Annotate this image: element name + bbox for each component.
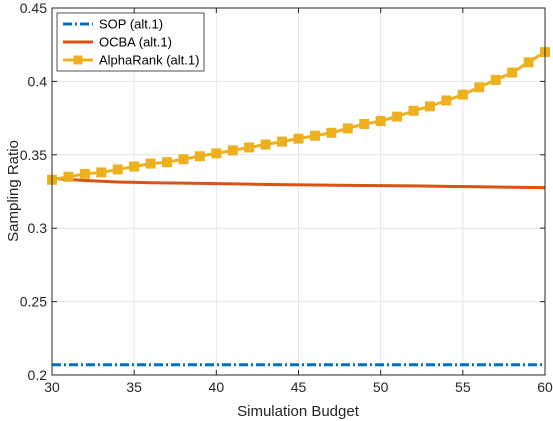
x-tick-label: 45: [291, 379, 307, 395]
y-tick-label: 0.45: [20, 0, 47, 16]
alpharank-point: [326, 127, 337, 138]
x-tick-label: 60: [537, 379, 553, 395]
alpharank-point: [309, 130, 320, 141]
legend-swatch-alpharank-marker: [73, 55, 83, 65]
y-tick-label: 0.3: [28, 220, 48, 236]
y-tick-label: 0.2: [28, 367, 48, 383]
tick-marks: [51, 7, 546, 376]
alpharank-point: [457, 89, 468, 100]
x-tick-label: 40: [209, 379, 225, 395]
alpharank-point: [96, 167, 107, 178]
x-tick-label: 50: [373, 379, 389, 395]
series-line-ocba: [51, 176, 546, 190]
alpharank-point: [194, 151, 205, 162]
alpharank-point: [277, 136, 288, 147]
alpharank-point: [112, 164, 123, 175]
x-tick-label: 35: [126, 379, 142, 395]
alpharank-point: [490, 74, 501, 85]
alpharank-point: [392, 111, 403, 122]
alpharank-point: [162, 157, 173, 168]
alpharank-point: [79, 168, 90, 179]
alpharank-point: [408, 105, 419, 116]
alpharank-point: [474, 82, 485, 93]
alpharank-point: [63, 171, 74, 182]
x-axis-label: Simulation Budget: [237, 403, 360, 420]
tick-labels: 30 35 40 45 50 55 60 0.2 0.25 0.3 0.35 0.4 0.45: [20, 0, 553, 395]
alpharank-point: [293, 133, 304, 144]
alpharank-point: [424, 101, 435, 112]
alpharank-point: [178, 154, 189, 165]
x-tick-label: 55: [455, 379, 471, 395]
alpharank-point: [260, 139, 271, 150]
y-tick-label: 0.25: [20, 294, 47, 310]
alpharank-point: [145, 158, 156, 169]
alpharank-point: [211, 148, 222, 159]
alpharank-point: [523, 57, 534, 68]
y-tick-label: 0.35: [20, 147, 47, 163]
y-tick-label: 0.4: [28, 73, 48, 89]
alpharank-point: [129, 161, 140, 172]
alpharank-point: [359, 118, 370, 129]
legend-label-ocba: OCBA (alt.1): [99, 35, 172, 50]
alpharank-point: [507, 67, 518, 78]
alpharank-point: [375, 116, 386, 127]
y-axis-label: Sampling Ratio: [5, 140, 22, 242]
legend: SOP (alt.1) OCBA (alt.1) AlphaRank (alt.…: [56, 12, 205, 72]
alpharank-point: [342, 123, 353, 134]
alpharank-point: [441, 95, 452, 106]
alpharank-point: [244, 142, 255, 153]
legend-label-sop: SOP (alt.1): [99, 17, 163, 32]
legend-label-alpharank: AlphaRank (alt.1): [99, 53, 199, 68]
x-tick-label: 30: [44, 379, 60, 395]
alpharank-point: [227, 145, 238, 156]
